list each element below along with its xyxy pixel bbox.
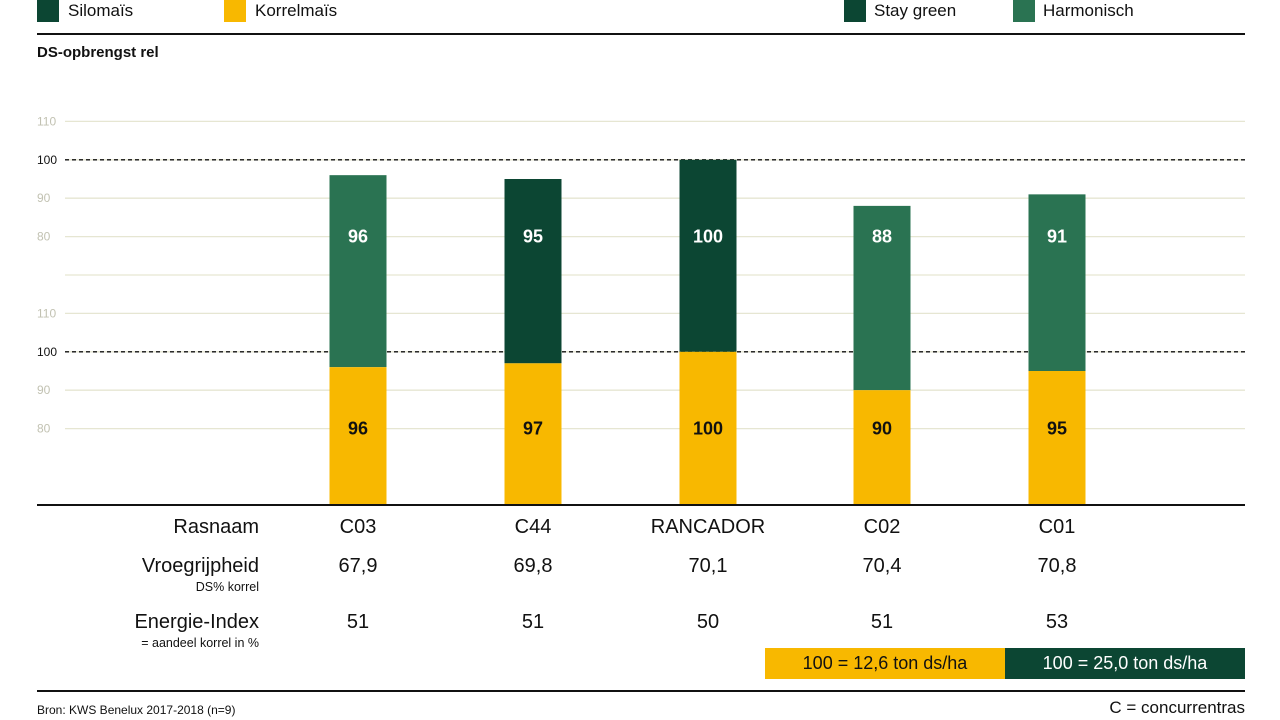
cell-vroegrijpheid: 67,9 [338,555,378,577]
row-label-energie-index: Energie-Index [134,611,259,633]
bar-value-korrelmais: 95 [1047,419,1067,439]
legend-swatch-stay-green [844,0,866,22]
bar-korrelmais [504,363,562,505]
bar-korrelmais [1028,371,1086,505]
y-tick-label: 80 [37,422,51,436]
cell-energie-index: 51 [521,611,545,633]
bar-value-korrelmais: 97 [523,419,543,439]
scale-silo-box: 100 = 25,0 ton ds/ha [1005,648,1245,679]
scale-korrel-box: 100 = 12,6 ton ds/ha [765,648,1005,679]
cell-rasnaam: C03 [339,516,377,538]
legend-label-stay-green: Stay green [874,1,957,20]
y-axis-title: DS-opbrengst rel [37,44,159,61]
source-note: Bron: KWS Benelux 2017-2018 (n=9) [37,703,236,717]
row-label-rasnaam: Rasnaam [173,516,259,538]
cell-energie-index: 51 [346,611,370,633]
chart-area: 110 100 90 80 110 100 90 80 96 95 100 88 91 96 97 100 90… [37,114,1245,506]
bar-korrelmais [329,367,387,505]
y-tick-label: 100 [37,345,57,359]
row-label-vroegrijpheid: Vroegrijpheid [141,555,259,577]
bar-value-korrelmais: 100 [693,419,723,439]
cell-energie-index: 50 [696,611,720,633]
legend-label-silomais: Silomaïs [68,1,134,20]
cell-vroegrijpheid: 70,1 [688,555,728,577]
cell-energie-index: 51 [870,611,894,633]
bottom-rule [37,690,1245,692]
cell-rasnaam: C01 [1038,516,1076,538]
y-tick-label: 110 [37,114,56,128]
cell-vroegrijpheid: 69,8 [513,555,553,577]
y-tick-label: 110 [37,306,56,320]
bar-korrelmais [679,351,737,505]
bar-silomais [853,205,911,391]
row-sub-energie-index: = aandeel korrel in % [141,636,259,650]
row-sub-vroegrijpheid: DS% korrel [195,580,259,594]
bar-value-silomais: 96 [348,227,368,247]
legend-note: C = concurrentras [1109,698,1245,717]
cell-energie-index: 53 [1045,611,1069,633]
cell-vroegrijpheid: 70,4 [862,555,902,577]
cell-vroegrijpheid: 70,8 [1037,555,1077,577]
cell-rasnaam: C02 [863,516,901,538]
bar-silomais [504,179,562,364]
y-tick-label: 90 [37,383,51,397]
cell-rasnaam: C44 [514,516,552,538]
bar-value-silomais: 100 [693,227,723,247]
y-tick-label: 80 [37,230,51,244]
bar-value-silomais: 91 [1047,227,1067,247]
legend-swatch-korrelmais [224,0,246,22]
bar-silomais [329,175,387,368]
bar-silomais [1028,194,1086,371]
bar-value-silomais: 95 [523,227,543,247]
cell-rasnaam: RANCADOR [650,516,766,538]
legend-swatch-silomais [37,0,59,22]
legend-label-korrelmais: Korrelmaïs [255,1,338,20]
bar-value-korrelmais: 96 [348,419,368,439]
top-rule [37,33,1245,35]
y-tick-label: 90 [37,191,51,205]
legend-swatch-harmonisch [1013,0,1035,22]
bar-korrelmais [853,390,911,505]
legend-label-harmonisch: Harmonisch [1043,1,1134,20]
bar-value-silomais: 88 [872,227,892,247]
bar-value-korrelmais: 90 [872,419,892,439]
bar-silomais [679,159,737,352]
y-tick-label: 100 [37,153,57,167]
